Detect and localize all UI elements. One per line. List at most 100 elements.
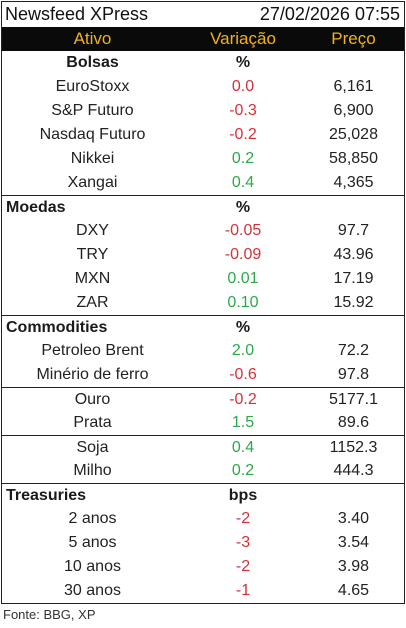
price-value: 6,161 bbox=[333, 78, 374, 95]
table-row: 30 anos -1 4.65 bbox=[2, 579, 404, 603]
price-value: 17.19 bbox=[333, 270, 374, 287]
table-row: Xangai 0.4 4,365 bbox=[2, 171, 404, 195]
change-value: 0.0 bbox=[231, 78, 255, 95]
table-row: ZAR 0.10 15.92 bbox=[2, 291, 404, 315]
section-title: Moedas bbox=[6, 198, 66, 216]
asset-name: 5 anos bbox=[68, 534, 117, 551]
change-value: 0.4 bbox=[231, 438, 255, 456]
asset-name: 2 anos bbox=[68, 510, 117, 527]
section-moedas: Moedas % bbox=[2, 195, 404, 219]
price-value: 15.92 bbox=[333, 294, 374, 311]
change-value: 2.0 bbox=[231, 342, 255, 359]
section-unit: bps bbox=[228, 486, 258, 504]
change-value: -0.2 bbox=[229, 390, 257, 408]
price-value: 4,365 bbox=[333, 174, 374, 191]
section-title: Treasuries bbox=[6, 486, 87, 504]
asset-name: 10 anos bbox=[64, 558, 121, 575]
section-title: Bolsas bbox=[66, 54, 119, 71]
price-value: 25,028 bbox=[329, 126, 378, 143]
table-row: 2 anos -2 3.40 bbox=[2, 507, 404, 531]
asset-name: Prata bbox=[73, 414, 112, 431]
table-row: S&P Futuro -0.3 6,900 bbox=[2, 99, 404, 123]
table-row: MXN 0.01 17.19 bbox=[2, 267, 404, 291]
table-row: Prata 1.5 89.6 bbox=[2, 411, 404, 435]
table-row: TRY -0.09 43.96 bbox=[2, 243, 404, 267]
section-commodities: Commodities % bbox=[2, 315, 404, 339]
change-value: 0.2 bbox=[231, 462, 255, 479]
table-row: DXY -0.05 97.7 bbox=[2, 219, 404, 243]
asset-name: Nikkei bbox=[70, 150, 115, 167]
price-value: 1152.3 bbox=[329, 438, 378, 456]
change-value: -2 bbox=[235, 558, 251, 575]
change-value: -0.3 bbox=[229, 102, 257, 119]
price-value: 97.7 bbox=[337, 222, 370, 239]
change-value: -0.09 bbox=[224, 246, 262, 263]
price-value: 43.96 bbox=[333, 246, 374, 263]
change-value: -0.05 bbox=[224, 222, 262, 239]
section-unit: % bbox=[235, 198, 251, 216]
asset-name: MXN bbox=[74, 270, 111, 287]
section-treasuries: Treasuries bps bbox=[2, 483, 404, 507]
table-row: Milho 0.2 444.3 bbox=[2, 459, 404, 483]
table-row: Soja 0.4 1152.3 bbox=[2, 435, 404, 459]
table-row: 10 anos -2 3.98 bbox=[2, 555, 404, 579]
change-value: -1 bbox=[235, 582, 251, 599]
change-value: -0.2 bbox=[229, 126, 257, 143]
change-value: 0.2 bbox=[231, 150, 255, 167]
asset-name: Ouro bbox=[74, 390, 111, 408]
change-value: 0.10 bbox=[227, 294, 259, 311]
table-row: EuroStoxx 0.0 6,161 bbox=[2, 75, 404, 99]
title-bar: Newsfeed XPress 27/02/2026 07:55 bbox=[2, 2, 404, 27]
datetime: 27/02/2026 07:55 bbox=[259, 4, 400, 24]
asset-name: Milho bbox=[73, 462, 112, 479]
price-value: 444.3 bbox=[333, 462, 374, 479]
asset-name: Soja bbox=[76, 438, 109, 456]
section-bolsas: Bolsas % bbox=[2, 51, 404, 75]
section-title: Commodities bbox=[6, 318, 108, 336]
price-value: 5177.1 bbox=[329, 390, 378, 408]
rows-moedas: DXY -0.05 97.7 TRY -0.09 43.96 MXN 0.01 17.19 ZAR… bbox=[2, 219, 404, 315]
change-value: 0.4 bbox=[231, 174, 255, 191]
change-value: 0.01 bbox=[227, 270, 259, 287]
asset-name: Petroleo Brent bbox=[41, 342, 144, 359]
table-row: Nasdaq Futuro -0.2 25,028 bbox=[2, 123, 404, 147]
table-header: Ativo Variação Preço bbox=[2, 27, 404, 51]
asset-name: TRY bbox=[76, 246, 109, 263]
market-table: Newsfeed XPress 27/02/2026 07:55 Ativo V… bbox=[1, 1, 405, 604]
header-change: Variação bbox=[210, 29, 276, 48]
page-title: Newsfeed XPress bbox=[5, 4, 149, 24]
price-value: 58,850 bbox=[329, 150, 378, 167]
asset-name: DXY bbox=[76, 222, 109, 239]
change-value: 1.5 bbox=[231, 414, 255, 431]
rows-treasuries: 2 anos -2 3.40 5 anos -3 3.54 10 anos -2 3.98 30 … bbox=[2, 507, 404, 603]
price-value: 3.98 bbox=[337, 558, 370, 575]
asset-name: Nasdaq Futuro bbox=[39, 126, 146, 143]
price-value: 72.2 bbox=[337, 342, 370, 359]
header-asset: Ativo bbox=[73, 29, 112, 48]
table-row: 5 anos -3 3.54 bbox=[2, 531, 404, 555]
header-price: Preço bbox=[331, 29, 376, 48]
price-value: 3.54 bbox=[337, 534, 370, 551]
source-note: Fonte: BBG, XP bbox=[3, 607, 96, 622]
price-value: 89.6 bbox=[337, 414, 370, 431]
change-value: -0.6 bbox=[229, 366, 257, 383]
table-row: Minério de ferro -0.6 97.8 bbox=[2, 363, 404, 387]
price-value: 4.65 bbox=[337, 582, 370, 599]
section-unit: % bbox=[235, 54, 251, 71]
rows-bolsas: EuroStoxx 0.0 6,161 S&P Futuro -0.3 6,900 Nasd… bbox=[2, 75, 404, 195]
price-value: 6,900 bbox=[333, 102, 374, 119]
asset-name: ZAR bbox=[76, 294, 109, 311]
change-value: -2 bbox=[235, 510, 251, 527]
asset-name: 30 anos bbox=[64, 582, 121, 599]
section-unit: % bbox=[235, 318, 251, 336]
price-value: 3.40 bbox=[337, 510, 370, 527]
change-value: -3 bbox=[235, 534, 251, 551]
table-row: Nikkei 0.2 58,850 bbox=[2, 147, 404, 171]
rows-commodities: Petroleo Brent 2.0 72.2 Minério de ferro -0.… bbox=[2, 339, 404, 483]
price-value: 97.8 bbox=[337, 366, 370, 383]
table-row: Ouro -0.2 5177.1 bbox=[2, 387, 404, 411]
asset-name: EuroStoxx bbox=[55, 78, 130, 95]
asset-name: Xangai bbox=[67, 174, 118, 191]
asset-name: S&P Futuro bbox=[51, 102, 134, 119]
asset-name: Minério de ferro bbox=[36, 366, 149, 383]
